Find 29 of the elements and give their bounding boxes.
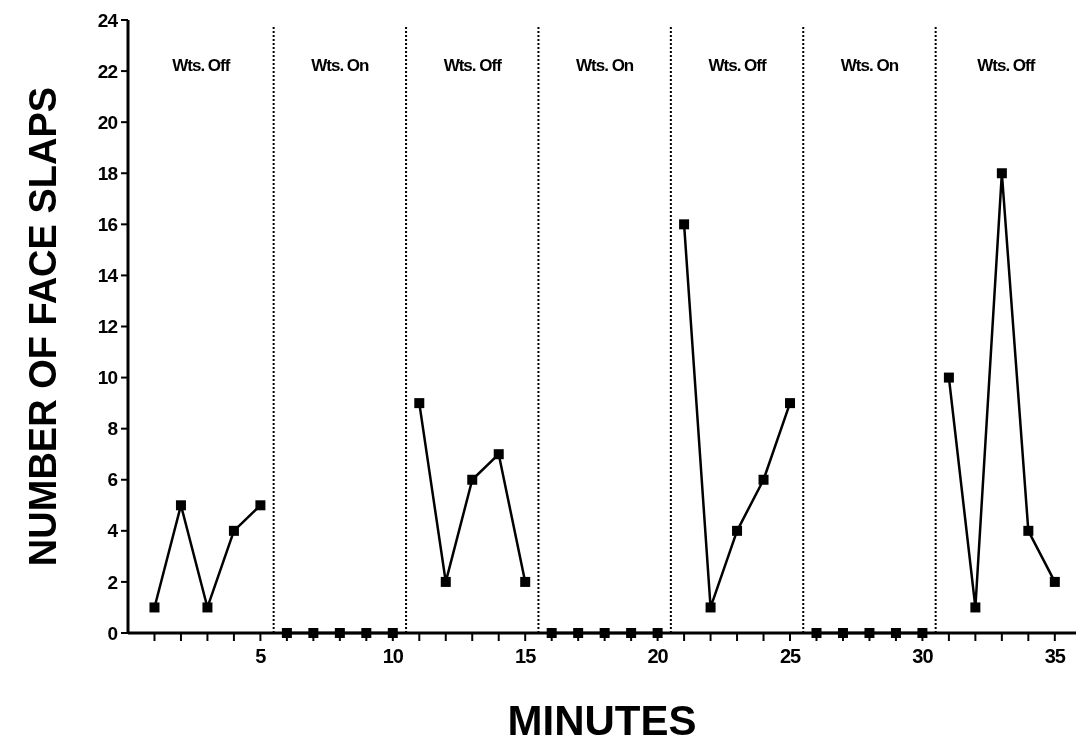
- y-tick-label: 0: [107, 622, 118, 644]
- y-tick-label: 2: [107, 571, 118, 593]
- x-tick-label: 15: [515, 645, 537, 667]
- y-tick-label: 12: [97, 316, 118, 338]
- annotation: Wts. Off: [443, 55, 503, 75]
- x-tick-label: 20: [647, 645, 669, 667]
- x-tick-label: 5: [255, 645, 267, 667]
- y-tick-label: 22: [97, 60, 118, 82]
- x-tick-label: 10: [382, 645, 404, 667]
- x-tick-label: 30: [912, 645, 934, 667]
- annotation: Wts. On: [576, 55, 634, 75]
- x-tick-label: 35: [1044, 645, 1066, 667]
- y-tick-label: 10: [97, 367, 118, 389]
- y-tick-label: 6: [107, 469, 118, 491]
- y-tick-label: 18: [97, 162, 118, 184]
- y-tick-label: 8: [107, 418, 118, 440]
- x-tick-label: 25: [779, 645, 802, 667]
- y-tick-label: 14: [97, 265, 119, 287]
- x-axis-title: MINUTES: [507, 697, 697, 744]
- y-tick-label: 20: [97, 111, 118, 133]
- y-tick-label: 16: [97, 213, 118, 235]
- annotation: Wts. Off: [977, 55, 1036, 75]
- y-tick-label: 24: [97, 9, 119, 31]
- y-tick-label: 4: [107, 520, 119, 542]
- y-axis-title: NUMBER OF FACE SLAPS: [22, 86, 64, 567]
- annotation: Wts. Off: [708, 55, 767, 75]
- annotation: Wts. On: [840, 55, 899, 75]
- annotation: Wts. On: [311, 55, 370, 75]
- annotation: Wts. Off: [172, 55, 231, 75]
